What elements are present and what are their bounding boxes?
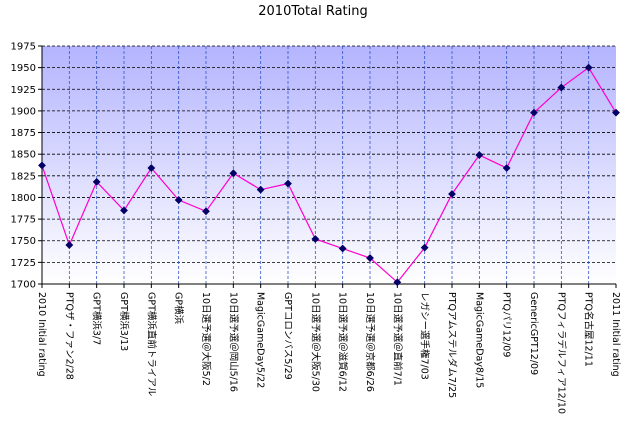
data-point [393, 278, 402, 287]
y-tick-label: 1925 [11, 85, 36, 96]
y-tick-label: 1950 [11, 63, 36, 74]
x-tick-label: 10日選予選＠大阪5/30 [309, 292, 321, 392]
x-tick-label: 10日選予選＠大阪5/2 [200, 292, 212, 386]
y-tick-label: 1900 [11, 106, 36, 117]
y-tick-label: 1800 [11, 193, 36, 204]
y-tick-label: 1725 [11, 258, 36, 269]
y-tick-label: 1975 [11, 42, 36, 53]
data-point [311, 235, 320, 243]
data-point [612, 108, 620, 117]
y-tick-label: 1825 [11, 171, 36, 182]
x-tick-label: 10日選予選＠岡山5/16 [227, 292, 238, 392]
x-tick-label: MagicGameDay5/22 [255, 292, 266, 388]
y-tick-label: 1850 [11, 150, 36, 161]
y-tick-label: 1775 [11, 215, 36, 226]
data-point [475, 151, 484, 159]
data-point [448, 190, 456, 198]
x-tick-label: 2011 Initial rating [610, 292, 621, 377]
data-point [584, 63, 593, 72]
y-tick-label: 1875 [11, 128, 36, 139]
x-tick-label: 10日選予選＠直前7/1 [391, 292, 403, 386]
x-tick-label: PTQ名古屋12/11 [583, 292, 595, 367]
y-tick-label: 1750 [11, 236, 36, 247]
x-tick-label: 10日選予選＠滋賀6/12 [337, 292, 349, 392]
x-tick-label: 10日選予選＠京都6/26 [364, 292, 376, 392]
x-tick-label: GPT横浜3/13 [118, 292, 130, 351]
data-point [65, 241, 74, 249]
data-point [92, 177, 101, 186]
x-tick-label: PTQアムステルダム7/25 [446, 292, 458, 398]
data-point [147, 164, 156, 172]
data-point [38, 161, 46, 170]
x-tick-label: PTQフィラデルフィア12/10 [555, 292, 567, 414]
data-point [420, 243, 429, 252]
data-point [174, 196, 183, 204]
data-point [530, 108, 538, 117]
data-point [338, 244, 347, 253]
data-point [229, 169, 238, 178]
x-tick-label: GenericGPT12/09 [528, 292, 539, 375]
data-point [120, 206, 128, 215]
x-tick-label: GP横浜 [173, 292, 185, 325]
plot-area [42, 46, 616, 284]
data-point [366, 254, 374, 262]
x-tick-label: PTQパリ12/09 [501, 292, 512, 357]
x-tick-label: PTQザ・ファン2/28 [63, 292, 74, 380]
x-tick-label: GPTコロンバス5/29 [282, 292, 293, 380]
data-point [202, 207, 210, 216]
x-tick-label: レガシー選手権7/03 [419, 292, 431, 380]
x-tick-label: 2010 Initial rating [36, 292, 47, 377]
data-point [256, 185, 265, 194]
x-tick-label: GPT横浜直前トライアル [145, 292, 157, 397]
x-tick-label: MagicGameDay8/15 [473, 292, 484, 388]
chart-title: 2010Total Rating [258, 4, 368, 19]
data-point [284, 179, 292, 188]
y-tick-label: 1700 [11, 280, 36, 291]
series-line [41, 66, 617, 284]
data-point [502, 164, 511, 172]
x-tick-label: GPT横浜3/7 [91, 292, 103, 345]
data-point [557, 83, 566, 92]
